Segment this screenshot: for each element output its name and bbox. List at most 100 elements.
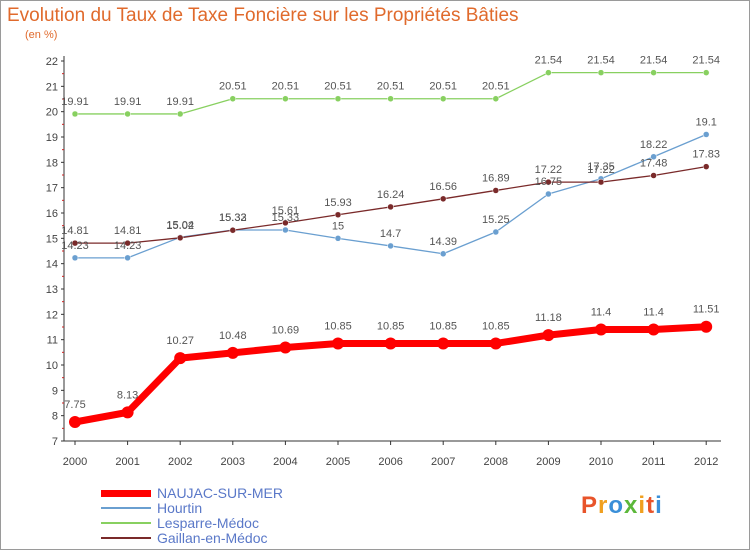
data-label-gaillan: 17.22	[535, 164, 563, 176]
data-label-lesparre: 19.91	[114, 96, 142, 108]
logo-letter: x	[624, 492, 639, 519]
data-point-hourtin	[492, 228, 500, 236]
y-tick-label: 20	[46, 107, 58, 119]
x-tick-label: 2010	[589, 456, 613, 468]
data-point-lesparre	[176, 110, 184, 118]
legend: NAUJAC-SUR-MER Hourtin Lesparre-Médoc Ga…	[101, 485, 361, 546]
data-point-naujac	[279, 341, 292, 354]
legend-swatch-naujac	[101, 490, 151, 497]
legend-label-hourtin: Hourtin	[157, 500, 203, 516]
logo-letter: i	[638, 492, 647, 519]
data-point-hourtin	[650, 153, 657, 161]
legend-item-gaillan: Gaillan-en-Médoc	[101, 530, 361, 546]
data-label-lesparre: 19.91	[166, 96, 194, 108]
data-point-hourtin	[702, 131, 710, 138]
x-tick-label: 2008	[484, 456, 508, 468]
x-tick-label: 2007	[431, 456, 455, 468]
data-label-lesparre: 20.51	[377, 81, 405, 93]
legend-label-gaillan: Gaillan-en-Médoc	[157, 530, 268, 546]
data-label-naujac: 10.69	[272, 325, 300, 337]
data-label-gaillan: 17.48	[640, 158, 668, 170]
data-point-naujac	[384, 337, 397, 350]
data-point-naujac	[542, 329, 555, 342]
data-label-gaillan: 14.81	[61, 225, 89, 237]
legend-label-lesparre: Lesparre-Médoc	[157, 515, 259, 531]
data-point-hourtin	[71, 254, 79, 262]
legend-item-naujac: NAUJAC-SUR-MER	[101, 485, 361, 501]
data-label-gaillan: 17.83	[692, 149, 720, 161]
x-tick-label: 2002	[168, 456, 192, 468]
data-point-naujac	[700, 320, 713, 333]
data-point-hourtin	[334, 235, 342, 242]
data-point-hourtin	[387, 242, 394, 250]
data-label-gaillan: 15.61	[272, 205, 300, 217]
logo-letter: P	[581, 492, 599, 519]
y-tick-label: 22	[46, 56, 58, 68]
data-point-lesparre	[282, 95, 289, 102]
data-label-lesparre: 20.51	[219, 81, 247, 93]
data-label-hourtin: 14.23	[114, 240, 142, 252]
y-tick-label: 10	[46, 360, 58, 372]
y-tick-label: 14	[46, 259, 58, 271]
data-label-naujac: 10.85	[324, 320, 352, 332]
data-point-lesparre	[439, 95, 447, 102]
data-point-naujac	[595, 323, 607, 336]
logo-letter: t	[646, 492, 656, 519]
data-point-naujac	[226, 346, 239, 359]
data-point-naujac	[69, 416, 81, 428]
data-label-hourtin: 15	[332, 220, 344, 232]
data-point-gaillan	[71, 239, 79, 247]
x-tick-label: 2011	[642, 456, 666, 468]
unit-label: (en %)	[25, 29, 58, 41]
data-point-gaillan	[387, 203, 394, 211]
data-label-hourtin: 18.22	[640, 139, 668, 151]
data-point-gaillan	[229, 226, 237, 234]
data-point-lesparre	[492, 95, 500, 102]
data-point-lesparre	[124, 110, 131, 118]
data-label-naujac: 11.18	[535, 312, 562, 324]
data-label-naujac: 11.51	[693, 304, 720, 316]
data-label-lesparre: 20.51	[324, 81, 352, 93]
data-label-gaillan: 15.93	[324, 197, 352, 209]
data-label-naujac: 10.27	[166, 335, 194, 347]
series-layer	[69, 69, 713, 428]
data-label-lesparre: 19.91	[61, 96, 89, 108]
data-point-gaillan	[597, 178, 605, 186]
x-tick-label: 2004	[273, 456, 297, 468]
data-point-gaillan	[282, 219, 289, 227]
data-label-naujac: 10.48	[219, 330, 247, 342]
data-point-hourtin	[545, 190, 552, 198]
data-label-gaillan: 16.56	[429, 181, 457, 193]
y-tick-label: 12	[46, 309, 58, 321]
data-label-gaillan: 14.81	[114, 225, 142, 237]
y-tick-label: 18	[46, 157, 58, 169]
data-point-hourtin	[439, 250, 447, 258]
data-point-naujac	[647, 323, 660, 336]
data-label-hourtin: 14.23	[61, 240, 89, 252]
x-tick-label: 2012	[694, 456, 718, 468]
data-label-lesparre: 21.54	[535, 55, 563, 67]
data-point-naujac	[121, 406, 134, 419]
data-label-gaillan: 15.32	[219, 212, 247, 224]
legend-swatch-lesparre	[101, 522, 151, 524]
y-tick-label: 16	[46, 208, 58, 220]
data-point-naujac	[437, 337, 450, 350]
data-label-hourtin: 19.1	[695, 116, 716, 128]
legend-label-naujac: NAUJAC-SUR-MER	[157, 485, 283, 501]
legend-swatch-gaillan	[101, 537, 151, 539]
y-tick-label: 9	[52, 385, 58, 397]
data-label-naujac: 10.85	[429, 320, 457, 332]
logo-letter: i	[655, 492, 663, 519]
data-label-gaillan: 15.02	[166, 220, 194, 232]
y-tick-label: 19	[46, 132, 58, 144]
y-tick-label: 21	[46, 81, 58, 93]
x-tick-label: 2009	[536, 456, 560, 468]
data-point-gaillan	[334, 211, 342, 219]
data-label-naujac: 7.75	[64, 399, 85, 411]
data-point-gaillan	[545, 178, 552, 186]
x-tick-label: 2001	[115, 456, 139, 468]
data-label-lesparre: 20.51	[272, 81, 300, 93]
data-point-naujac	[174, 352, 187, 365]
data-point-lesparre	[545, 69, 552, 76]
